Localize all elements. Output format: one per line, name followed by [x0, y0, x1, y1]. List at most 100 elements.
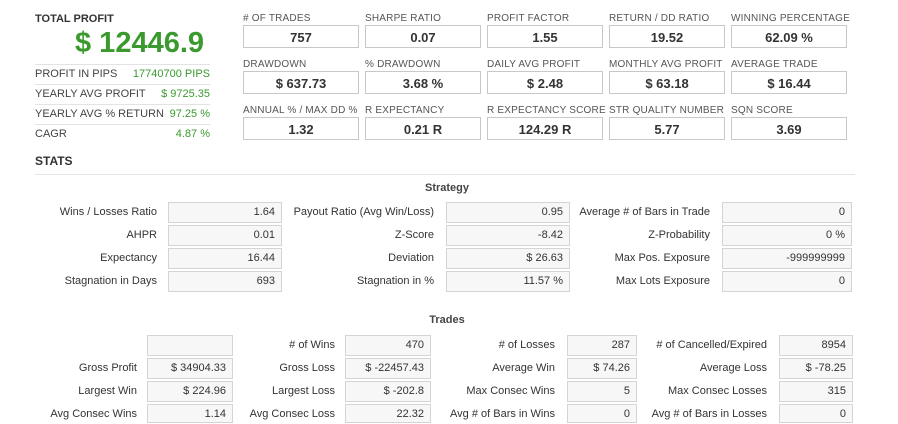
metric-value: 5.77 [609, 117, 725, 140]
stat-label: Stagnation in % [356, 275, 434, 287]
trade-label: Gross Profit [78, 362, 137, 374]
trade-value: 470 [345, 335, 431, 356]
summary-title: TOTAL PROFIT [35, 13, 114, 25]
metric-value: 0.21 R [365, 117, 481, 140]
metric-label: R EXPECTANCY SCORE [487, 105, 606, 116]
metric-value: $ 637.73 [243, 71, 359, 94]
trade-value: 1.14 [147, 404, 233, 423]
trade-value: $ -78.25 [779, 358, 853, 379]
stat-label: Average # of Bars in Trade [579, 206, 710, 218]
stats-title: STATS [35, 154, 73, 168]
metric-value: 3.69 [731, 117, 847, 140]
metric-value: 0.07 [365, 25, 481, 48]
row-divider [35, 104, 210, 105]
metric-label: SQN SCORE [731, 105, 793, 116]
trade-value: 0 [779, 404, 853, 423]
trade-label: Avg # of Bars in Wins [450, 408, 555, 420]
trade-value: 8954 [779, 335, 853, 356]
trade-value: $ 74.26 [567, 358, 637, 379]
section-title: Trades [429, 314, 465, 326]
metric-value: 1.55 [487, 25, 603, 48]
row-divider [35, 124, 210, 125]
stat-label: Z-Probability [648, 229, 710, 241]
metric-value: 757 [243, 25, 359, 48]
summary-value: 4.87 % [175, 128, 210, 140]
stat-label: Wins / Losses Ratio [59, 206, 157, 218]
stat-value: 16.44 [168, 248, 282, 269]
trade-value: 287 [567, 335, 637, 356]
total-profit: $ 12446.9 [75, 27, 205, 59]
section-title: Strategy [424, 182, 470, 194]
trade-label: Gross Loss [279, 362, 335, 374]
trade-label: Average Loss [699, 362, 767, 374]
stat-label: Max Pos. Exposure [614, 252, 710, 264]
trade-value: 5 [567, 381, 637, 402]
stat-value: 0 % [722, 225, 852, 246]
stat-value: 693 [168, 271, 282, 292]
summary-label: YEARLY AVG % RETURN [35, 108, 164, 120]
metric-label: PROFIT FACTOR [487, 13, 570, 24]
stat-label: Expectancy [100, 252, 157, 264]
trade-label: Average Win [492, 362, 555, 374]
trade-label: # of Losses [498, 339, 555, 351]
stat-label: Payout Ratio (Avg Win/Loss) [293, 206, 434, 218]
stat-value: 0 [722, 202, 852, 223]
stat-label: Z-Score [394, 229, 434, 241]
metric-label: AVERAGE TRADE [731, 59, 818, 70]
empty-box [147, 335, 233, 356]
metric-value: $ 2.48 [487, 71, 603, 94]
metric-value: 19.52 [609, 25, 725, 48]
stat-value: 0 [722, 271, 852, 292]
stat-label: Deviation [388, 252, 434, 264]
metric-value: $ 63.18 [609, 71, 725, 94]
metric-value: 62.09 % [731, 25, 847, 48]
row-divider [35, 84, 210, 85]
trade-label: Avg Consec Loss [249, 408, 335, 420]
metric-label: DAILY AVG PROFIT [487, 59, 581, 70]
row-divider [35, 64, 210, 65]
metric-value: $ 16.44 [731, 71, 847, 94]
stat-value: 1.64 [168, 202, 282, 223]
trade-value: 0 [567, 404, 637, 423]
metric-label: # OF TRADES [243, 13, 311, 24]
stat-label: Max Lots Exposure [615, 275, 710, 287]
trade-label: Max Consec Wins [466, 385, 555, 397]
trade-label: Max Consec Losses [667, 385, 767, 397]
metric-label: MONTHLY AVG PROFIT [609, 59, 723, 70]
summary-value: $ 9725.35 [161, 88, 210, 100]
metric-label: SHARPE RATIO [365, 13, 442, 24]
trade-value: 315 [779, 381, 853, 402]
summary-label: PROFIT IN PIPS [35, 68, 118, 80]
summary-label: YEARLY AVG PROFIT [35, 88, 146, 100]
trade-value: $ -22457.43 [345, 358, 431, 379]
trade-label: Avg Consec Wins [50, 408, 137, 420]
metric-label: DRAWDOWN [243, 59, 307, 70]
trade-label: Avg # of Bars in Losses [651, 408, 767, 420]
stat-label: AHPR [126, 229, 157, 241]
stat-value: 11.57 % [446, 271, 570, 292]
trade-label: Largest Win [78, 385, 137, 397]
stat-value: -999999999 [722, 248, 852, 269]
divider [35, 174, 855, 175]
trade-value: $ 34904.33 [147, 358, 233, 379]
metric-value: 3.68 % [365, 71, 481, 94]
trade-value: $ -202.8 [345, 381, 431, 402]
trade-label: Largest Loss [272, 385, 335, 397]
metric-label: WINNING PERCENTAGE [731, 13, 850, 24]
stat-value: -8.42 [446, 225, 570, 246]
stat-value: 0.95 [446, 202, 570, 223]
stat-label: Stagnation in Days [64, 275, 157, 287]
metric-label: RETURN / DD RATIO [609, 13, 710, 24]
trade-value: 22.32 [345, 404, 431, 423]
trade-value: $ 224.96 [147, 381, 233, 402]
summary-value: 17740700 PIPS [132, 68, 210, 80]
metric-label: ANNUAL % / MAX DD % [243, 105, 358, 116]
stat-value: $ 26.63 [446, 248, 570, 269]
metric-value: 124.29 R [487, 117, 603, 140]
summary-label: CAGR [35, 128, 67, 140]
stat-value: 0.01 [168, 225, 282, 246]
summary-value: 97.25 % [169, 108, 210, 120]
metric-label: % DRAWDOWN [365, 59, 441, 70]
trade-label: # of Cancelled/Expired [656, 339, 767, 351]
